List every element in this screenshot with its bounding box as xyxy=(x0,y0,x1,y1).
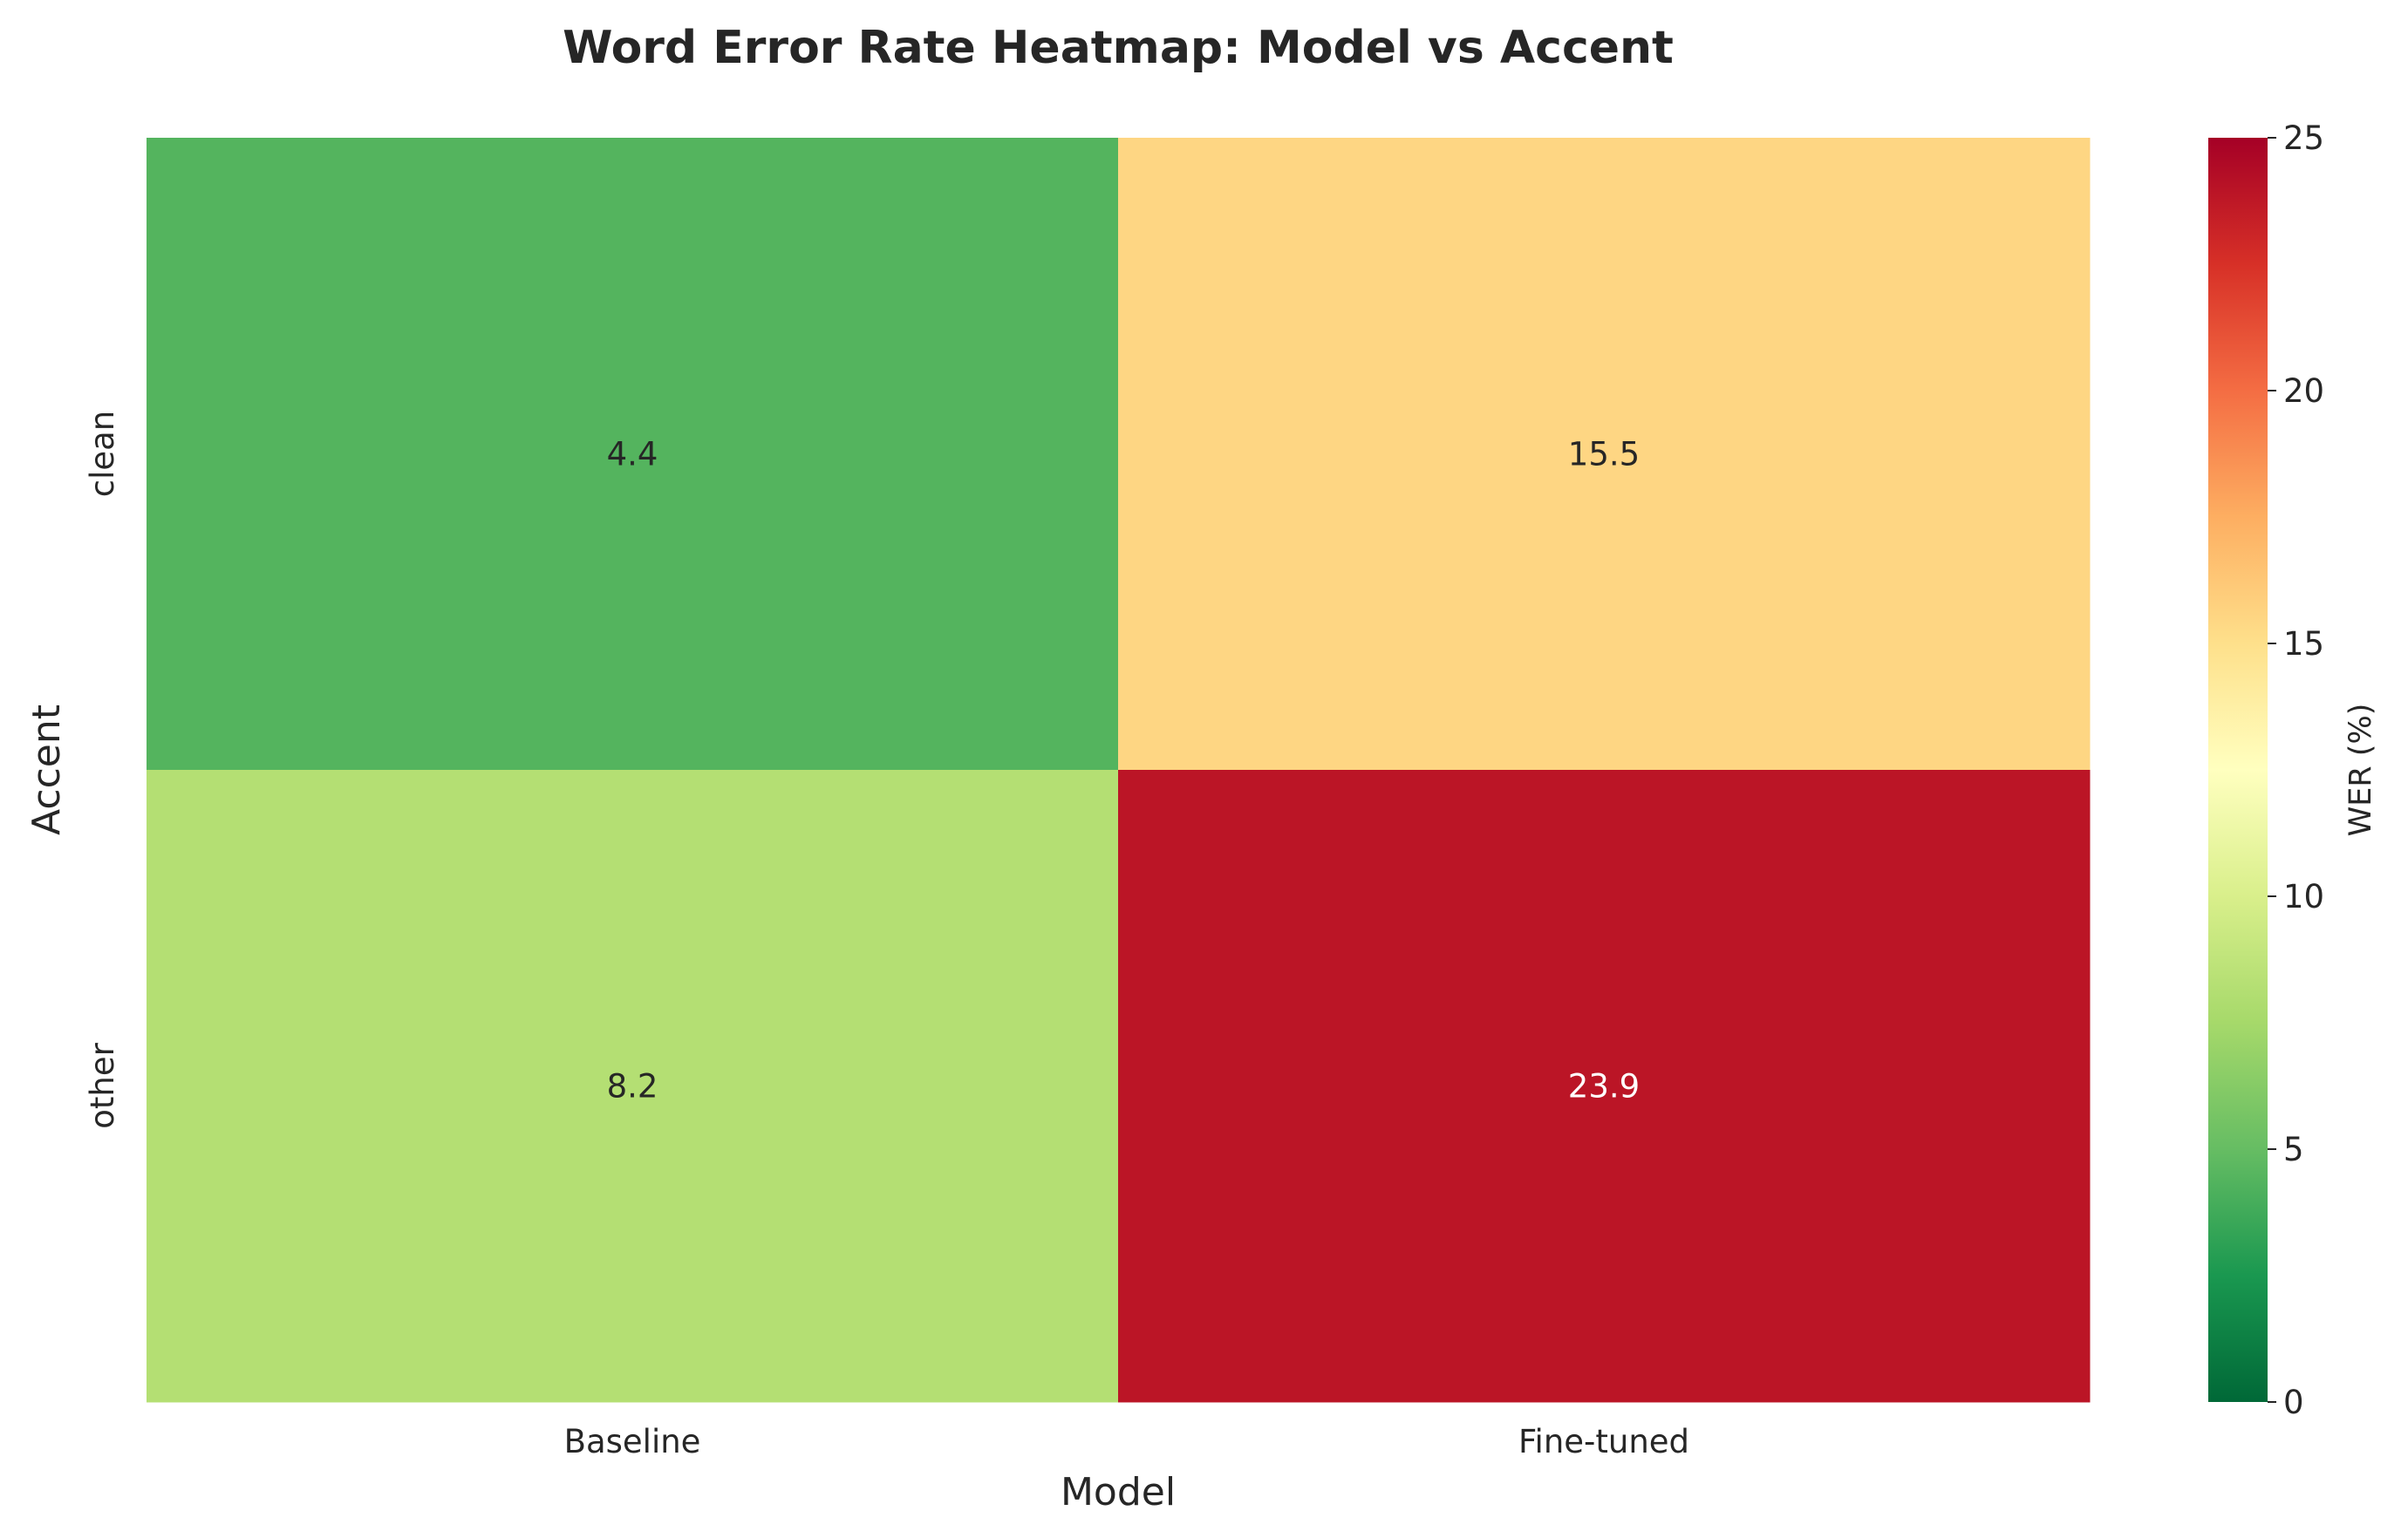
heatmap-cell xyxy=(147,138,1119,771)
colorbar-tick-label: 15 xyxy=(2283,625,2324,663)
heatmap-cells xyxy=(147,138,2091,1403)
colorbar-tick-label: 10 xyxy=(2283,878,2324,915)
cell-value-label: 15.5 xyxy=(1568,436,1640,473)
cell-value-label: 8.2 xyxy=(607,1068,658,1106)
x-axis-ticks: Baseline Fine-tuned xyxy=(564,1423,1689,1460)
colorbar-tick-label: 0 xyxy=(2283,1384,2304,1421)
colorbar: 0 5 10 15 20 25 WER (%) xyxy=(2208,119,2378,1421)
heatmap-cell xyxy=(1118,138,2091,771)
heatmap-cell-labels: 4.4 15.5 8.2 23.9 xyxy=(607,436,1641,1106)
colorbar-tick-label: 25 xyxy=(2283,119,2324,157)
x-tick-label: Baseline xyxy=(564,1423,701,1460)
colorbar-gradient xyxy=(2208,138,2268,1402)
y-tick-label: other xyxy=(84,1042,121,1128)
colorbar-tick-label: 5 xyxy=(2283,1131,2304,1168)
chart-title: Word Error Rate Heatmap: Model vs Accent xyxy=(563,22,1674,74)
y-tick-label: clean xyxy=(84,411,121,498)
colorbar-ticks: 0 5 10 15 20 25 xyxy=(2268,119,2324,1421)
x-axis-label: Model xyxy=(1061,1470,1176,1514)
y-axis-label: Accent xyxy=(24,704,69,835)
cell-value-label: 4.4 xyxy=(607,436,658,473)
x-tick-label: Fine-tuned xyxy=(1518,1423,1689,1460)
heatmap-cell xyxy=(147,770,1119,1403)
cell-value-label: 23.9 xyxy=(1568,1068,1640,1106)
colorbar-tick-label: 20 xyxy=(2283,372,2324,410)
y-axis-ticks: clean other xyxy=(84,411,121,1129)
colorbar-label: WER (%) xyxy=(2343,704,2378,837)
heatmap-cell xyxy=(1118,770,2091,1403)
